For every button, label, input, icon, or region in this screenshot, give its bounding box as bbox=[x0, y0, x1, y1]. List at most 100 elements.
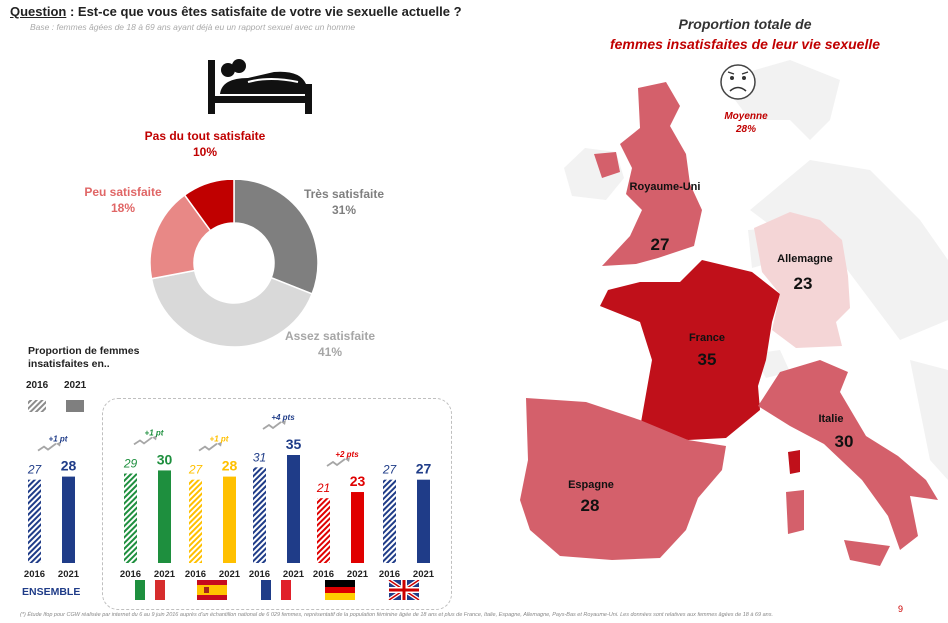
sad-face-icon bbox=[720, 64, 756, 100]
map-label-uk: Royaume-Uni bbox=[629, 181, 701, 193]
map-balkans bbox=[910, 360, 948, 480]
year-label-2021-4: 2021 bbox=[347, 569, 369, 580]
pie-label-tres: Très satisfaite 31% bbox=[303, 187, 385, 217]
year-label-2016-4: 2016 bbox=[313, 569, 334, 580]
trend-arrow-3 bbox=[262, 421, 282, 430]
bar-label-2016-5: 27 bbox=[382, 463, 398, 477]
trend-arrow-1 bbox=[133, 436, 153, 446]
france-flag-icon bbox=[261, 580, 291, 600]
map-uk bbox=[602, 82, 702, 266]
map-italy bbox=[758, 360, 938, 550]
year-label-2021-5: 2021 bbox=[413, 569, 435, 580]
delta-label-1: +1 pt bbox=[145, 428, 164, 437]
bar-label-2021-1: 30 bbox=[157, 451, 173, 467]
bar-chart-title: Proportion de femmes insatisfaites en.. bbox=[28, 345, 140, 370]
legend-2021-label: 2021 bbox=[64, 380, 87, 391]
delta-label-0: +1 pt bbox=[49, 435, 68, 444]
map-label-germany: Allemagne bbox=[777, 253, 833, 265]
bar-2021-3 bbox=[287, 455, 300, 563]
page-number: 9 bbox=[898, 604, 904, 614]
legend-2016-swatch bbox=[28, 400, 46, 412]
bar-2016-2 bbox=[189, 479, 202, 563]
couple-in-bed-icon bbox=[208, 59, 312, 114]
slice-assez-satisfaite bbox=[150, 269, 314, 348]
map-corsica bbox=[788, 450, 800, 474]
europe-map bbox=[520, 60, 948, 566]
italy-flag-icon bbox=[135, 580, 165, 600]
bar-2016-1 bbox=[124, 473, 137, 563]
bar-label-2021-3: 35 bbox=[286, 436, 302, 452]
question-title: Question : Est-ce que vous êtes satisfai… bbox=[10, 4, 462, 19]
pie-label-assez: Assez satisfaite 41% bbox=[284, 329, 376, 359]
map-sicily bbox=[844, 540, 890, 566]
year-label-2016-5: 2016 bbox=[379, 569, 400, 580]
bar-2021-2 bbox=[223, 476, 236, 563]
map-france bbox=[600, 260, 780, 440]
bar-label-2016-4: 21 bbox=[316, 481, 330, 495]
map-value-italy: 30 bbox=[834, 432, 854, 451]
question-label: Question bbox=[10, 4, 67, 19]
delta-label-4: +2 pts bbox=[335, 450, 359, 459]
map-sardinia bbox=[786, 490, 804, 534]
trend-arrowhead-2 bbox=[217, 441, 222, 447]
trend-arrowhead-4 bbox=[345, 457, 350, 463]
bar-2016-3 bbox=[253, 467, 266, 563]
bar-label-2021-0: 28 bbox=[61, 458, 77, 474]
trend-arrowhead-3 bbox=[281, 420, 286, 425]
question-text: : Est-ce que vous êtes satisfaite de vot… bbox=[66, 4, 462, 19]
bar-legend bbox=[28, 400, 84, 412]
year-label-2021-0: 2021 bbox=[58, 569, 80, 580]
bar-chart: 27 28 2016 2021 +1 pt 29 30 2016 2021 +1 pt 27 28 20… bbox=[24, 413, 435, 580]
year-label-2016-1: 2016 bbox=[120, 569, 141, 580]
bar-2016-4 bbox=[317, 498, 330, 563]
map-value-germany: 23 bbox=[793, 274, 813, 293]
uk-flag-icon bbox=[388, 580, 420, 600]
trend-arrow-2 bbox=[198, 442, 218, 452]
delta-label-2: +1 pt bbox=[210, 435, 229, 444]
year-label-2021-2: 2021 bbox=[219, 569, 241, 580]
bar-label-2016-0: 27 bbox=[27, 463, 43, 477]
bar-label-2021-5: 27 bbox=[416, 461, 432, 477]
map-spain bbox=[520, 398, 726, 560]
trend-arrowhead-0 bbox=[56, 441, 61, 447]
bar-2021-0 bbox=[62, 476, 75, 563]
satisfaction-donut-chart bbox=[149, 180, 319, 348]
year-label-2016-3: 2016 bbox=[249, 569, 270, 580]
pie-label-pas-du-tout: Pas du tout satisfaite 10% bbox=[144, 129, 266, 159]
legend-2016-label: 2016 bbox=[26, 380, 49, 391]
trend-arrow-0 bbox=[37, 442, 57, 452]
bar-label-2021-4: 23 bbox=[350, 473, 366, 489]
spain-flag-icon bbox=[197, 580, 227, 600]
average-label: Moyenne 28% bbox=[724, 111, 768, 135]
map-eastern-europe bbox=[750, 160, 948, 340]
map-label-italy: Italie bbox=[818, 413, 844, 425]
trend-arrowhead-1 bbox=[152, 435, 157, 441]
map-value-spain: 28 bbox=[580, 496, 600, 515]
bar-2016-5 bbox=[383, 479, 396, 563]
bar-label-2016-2: 27 bbox=[188, 463, 204, 477]
pie-label-peu: Peu satisfaite 18% bbox=[84, 185, 162, 215]
map-value-france: 35 bbox=[697, 350, 717, 369]
map-label-france: France bbox=[688, 332, 726, 344]
footnote: (*) Étude Ifop pour CGW réalisée par int… bbox=[20, 612, 773, 618]
germany-flag-icon bbox=[325, 580, 355, 600]
countries-bar-panel bbox=[102, 398, 452, 610]
bar-label-2016-1: 29 bbox=[123, 457, 138, 471]
slice-tres-satisfaite bbox=[233, 180, 319, 295]
year-label-2016-2: 2016 bbox=[185, 569, 206, 580]
year-label-2021-3: 2021 bbox=[283, 569, 305, 580]
base-note: Base : femmes âgées de 18 à 69 ans ayant… bbox=[30, 22, 356, 32]
map-northern-ireland bbox=[594, 152, 620, 178]
slice-pas-du-tout bbox=[183, 180, 235, 232]
map-title-line2: femmes insatisfaites de leur vie sexuell… bbox=[609, 36, 881, 52]
bar-2021-5 bbox=[417, 479, 430, 563]
year-label-2016-0: 2016 bbox=[24, 569, 45, 580]
map-title-line1: Proportion totale de bbox=[678, 16, 812, 32]
map-germany bbox=[754, 212, 850, 348]
bar-2021-4 bbox=[351, 492, 364, 563]
map-label-spain: Espagne bbox=[568, 479, 614, 491]
bar-label-2021-2: 28 bbox=[222, 458, 238, 474]
bar-label-2016-3: 31 bbox=[253, 450, 266, 464]
bar-2021-1 bbox=[158, 470, 171, 563]
map-value-uk: 27 bbox=[650, 235, 670, 254]
